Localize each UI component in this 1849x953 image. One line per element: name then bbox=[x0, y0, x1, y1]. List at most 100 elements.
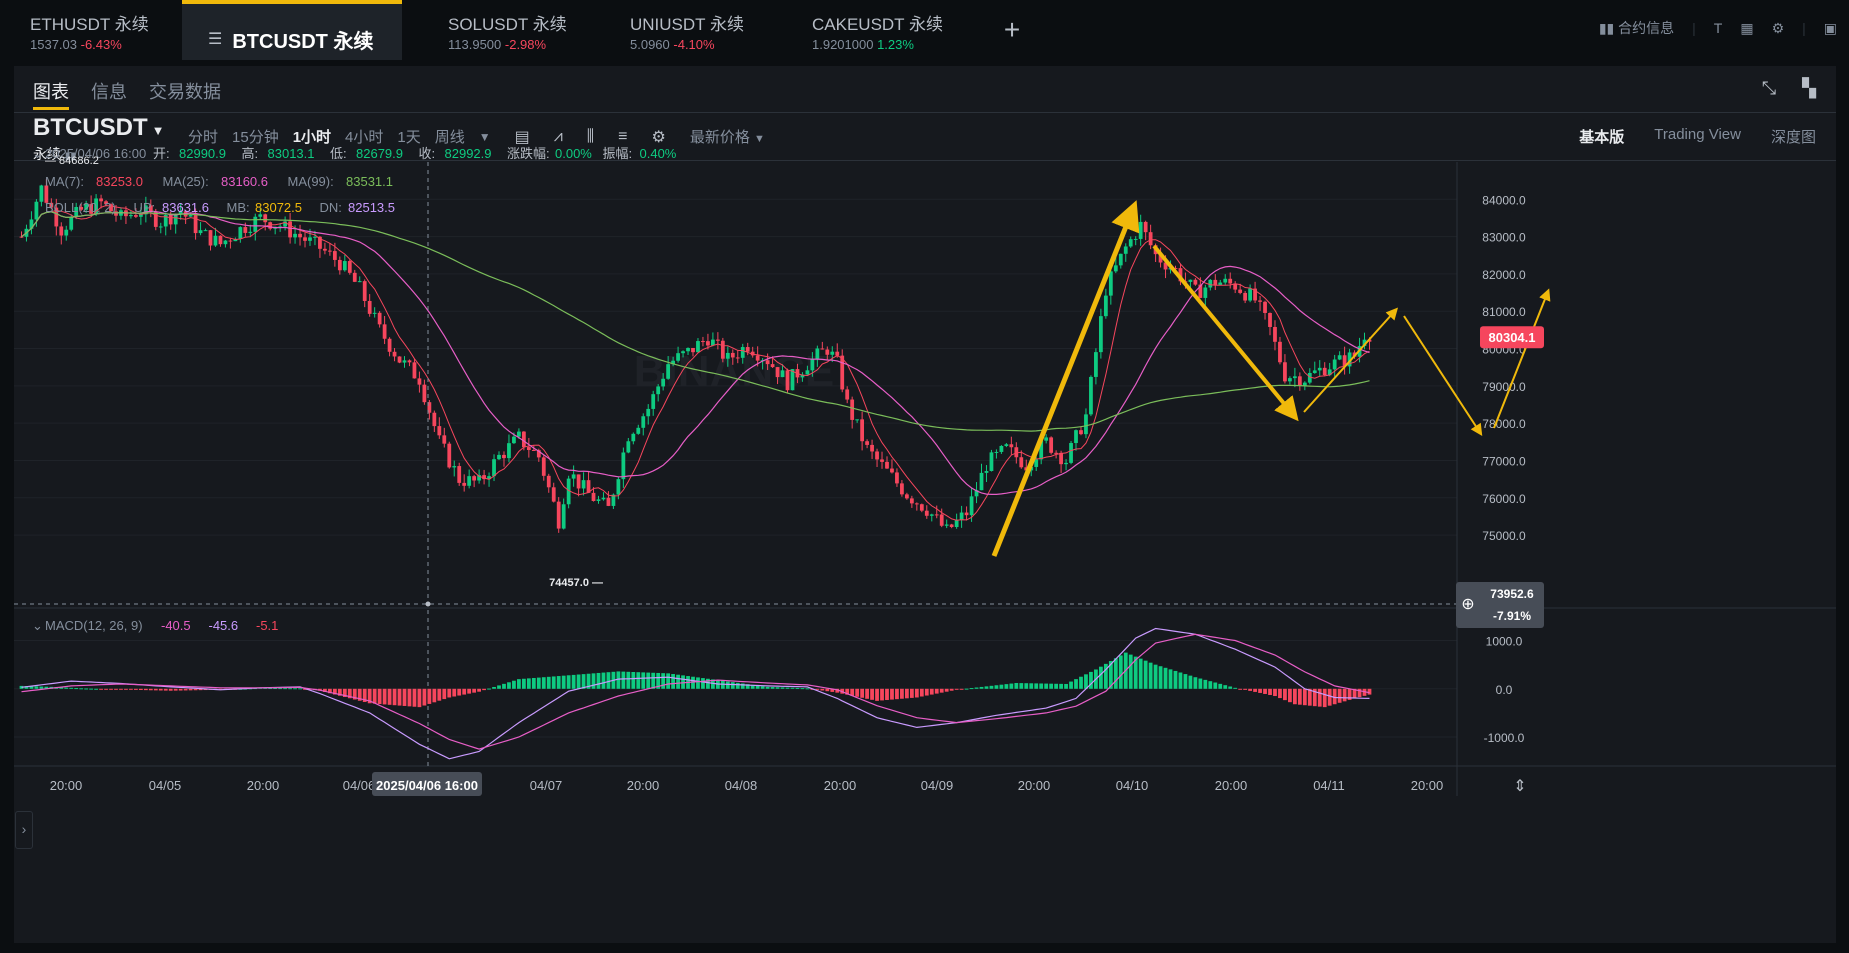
tab-btcusdt[interactable]: ☰ BTCUSDT 永续 bbox=[182, 0, 402, 60]
macd-histogram-bar bbox=[1347, 688, 1352, 700]
macd-histogram-bar bbox=[890, 688, 894, 700]
macd-histogram-bar bbox=[730, 682, 735, 689]
tab-uniusdt[interactable]: UNIUSDT 永续 5.0960 -4.10% bbox=[600, 0, 782, 60]
candle-body bbox=[452, 466, 457, 468]
macd-histogram-bar bbox=[1317, 688, 1322, 707]
macd-histogram-bar bbox=[417, 688, 422, 708]
candle-body bbox=[163, 214, 168, 227]
view-depth[interactable]: 深度图 bbox=[1770, 129, 1816, 146]
caret-down-icon: ▼ bbox=[151, 123, 165, 138]
candle-body bbox=[19, 236, 24, 238]
macd-histogram-bar bbox=[691, 676, 695, 689]
drawing-tools-icon[interactable]: ≡ bbox=[618, 127, 628, 145]
tab-solusdt[interactable]: SOLUSDT 永续 113.9500 -2.98% bbox=[418, 0, 600, 60]
contract-info-link[interactable]: ▮▮ 合约信息 bbox=[1599, 18, 1674, 38]
interval-1h[interactable]: 1小时 bbox=[292, 129, 332, 146]
expand-indicators-button[interactable]: › bbox=[15, 811, 33, 849]
macd-histogram-bar bbox=[526, 678, 531, 689]
add-tab-button[interactable]: + bbox=[1003, 14, 1021, 45]
layout-grid-icon[interactable]: ▦ bbox=[1740, 19, 1754, 36]
candle-body bbox=[1337, 355, 1342, 360]
symbol-header[interactable]: BTCUSDT ▼ 永续 ▮▮ bbox=[33, 114, 165, 164]
settings-gear-icon[interactable]: ⚙ bbox=[1771, 19, 1785, 36]
macd-legend-label: MACD(12, 26, 9) bbox=[45, 618, 143, 633]
candle-body bbox=[268, 222, 273, 229]
candle-type-icon[interactable]: ⫼ bbox=[586, 127, 595, 145]
calendar-icon[interactable]: ▤ bbox=[514, 128, 530, 146]
crosshair-price-box bbox=[1456, 582, 1544, 628]
price-axis-label: 84000.0 bbox=[1482, 193, 1526, 207]
macd-histogram-bar bbox=[1173, 670, 1178, 689]
layout-icon[interactable]: ▚ bbox=[1802, 78, 1816, 98]
tab-ethusdt[interactable]: ETHUSDT 永续 1537.03 -6.43% bbox=[0, 0, 182, 60]
candle-body bbox=[512, 436, 516, 444]
interval-time[interactable]: 分时 bbox=[188, 129, 219, 146]
price-axis-label: 83000.0 bbox=[1482, 231, 1526, 245]
tab-change: -2.98% bbox=[504, 37, 547, 52]
candle-body bbox=[984, 471, 989, 473]
time-axis-label: 04/10 bbox=[1116, 778, 1149, 793]
candle-body bbox=[1268, 312, 1272, 327]
save-icon[interactable]: ▣ bbox=[1823, 19, 1837, 36]
interval-15m[interactable]: 15分钟 bbox=[232, 129, 279, 146]
ohlc-value: 82679.9 bbox=[356, 146, 403, 161]
candle-body bbox=[29, 219, 34, 229]
macd-histogram-bar bbox=[457, 688, 462, 696]
view-tradingview[interactable]: Trading View bbox=[1654, 126, 1741, 143]
candle-body bbox=[835, 351, 840, 356]
text-tool-icon[interactable]: T bbox=[1713, 20, 1723, 36]
tab-cakeusdt[interactable]: CAKEUSDT 永续 1.9201000 1.23% bbox=[782, 0, 982, 60]
macd-histogram-bar bbox=[711, 679, 715, 689]
candle-body bbox=[74, 207, 79, 217]
interval-dropdown-icon[interactable]: ▼ bbox=[478, 129, 491, 144]
price-axis-label: 76000.0 bbox=[1482, 492, 1526, 506]
interval-4h[interactable]: 4小时 bbox=[345, 129, 384, 146]
interval-1d[interactable]: 1天 bbox=[397, 129, 421, 146]
candle-body bbox=[1118, 253, 1123, 266]
view-basic[interactable]: 基本版 bbox=[1579, 129, 1625, 146]
macd-dea-line bbox=[21, 633, 1370, 750]
macd-histogram-bar bbox=[138, 688, 143, 690]
candle-body bbox=[994, 451, 999, 453]
macd-histogram-bar bbox=[372, 688, 377, 704]
candle-body bbox=[1094, 352, 1098, 377]
macd-histogram-bar bbox=[1312, 688, 1317, 707]
price-type-select[interactable]: 最新价格 ▼ bbox=[690, 126, 765, 147]
candle-body bbox=[1208, 279, 1213, 288]
macd-histogram-bar bbox=[283, 688, 288, 690]
candle-body bbox=[909, 498, 914, 504]
candle-body bbox=[711, 339, 715, 346]
candle-body bbox=[546, 475, 551, 488]
time-axis-label: 20:00 bbox=[247, 778, 280, 793]
annotation-arrow bbox=[1493, 288, 1551, 429]
macd-histogram-bar bbox=[492, 686, 496, 689]
tab-info[interactable]: 信息 bbox=[91, 82, 127, 102]
settings-gear-icon[interactable]: ⚙ bbox=[651, 128, 666, 146]
interval-1w[interactable]: 周线 bbox=[434, 129, 465, 146]
macd-histogram-bar bbox=[472, 688, 477, 693]
ma-legend-value: 83253.0 bbox=[96, 174, 143, 189]
candle-body bbox=[1203, 287, 1208, 298]
time-axis-label: 04/11 bbox=[1313, 778, 1345, 793]
indicator-icon[interactable]: ⩘ bbox=[553, 127, 563, 145]
candle-body bbox=[890, 468, 894, 473]
divider bbox=[14, 112, 1836, 113]
boll-legend-label: MB: bbox=[227, 200, 250, 215]
macd-histogram-bar bbox=[974, 687, 979, 689]
chart-panel: 图表 信息 交易数据 ⤡ ▚ BTCUSDT ▼ 永续 ▮▮ 分时 15分钟 1小… bbox=[14, 66, 1836, 943]
macd-histogram-bar bbox=[477, 688, 482, 692]
macd-histogram-bar bbox=[1128, 654, 1133, 689]
collapse-icon[interactable]: ⤡ bbox=[1761, 78, 1777, 98]
macd-histogram-bar bbox=[427, 688, 432, 704]
tab-trading-data[interactable]: 交易数据 bbox=[149, 82, 221, 102]
candle-body bbox=[815, 348, 820, 359]
tab-chart[interactable]: 图表 bbox=[33, 78, 69, 110]
candle-body bbox=[646, 408, 651, 417]
candlestick-chart[interactable]: BINANCE84000.083000.082000.081000.080000… bbox=[14, 66, 1836, 943]
candle-body bbox=[865, 441, 869, 445]
macd-histogram-bar bbox=[536, 677, 541, 689]
candle-body bbox=[606, 497, 611, 506]
candle-body bbox=[44, 185, 49, 203]
candle-body bbox=[1143, 221, 1148, 233]
price-axis-label: 82000.0 bbox=[1482, 268, 1526, 282]
